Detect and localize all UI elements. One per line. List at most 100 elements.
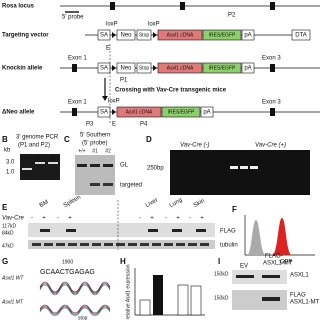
label: Exon 3: [262, 56, 281, 62]
genotype: -: [57, 216, 59, 222]
label: loxP: [108, 99, 120, 105]
band: [250, 166, 258, 169]
label: Rosa locus: [2, 4, 35, 10]
label: Exon 3: [262, 100, 281, 106]
label: I: [218, 257, 220, 266]
band: [48, 162, 58, 164]
genotype: -: [139, 216, 141, 222]
label: H: [120, 257, 126, 266]
label: 150kD: [214, 295, 229, 301]
band: [77, 164, 87, 167]
band: [230, 166, 238, 169]
band: [262, 297, 280, 301]
band: [262, 275, 280, 278]
cdna-box: [157, 62, 203, 74]
label: Vav-Cre (+): [255, 143, 286, 149]
label: (5' probe): [82, 141, 108, 147]
band: [90, 164, 100, 167]
trace: [39, 306, 111, 316]
label: Asxl1 cDNA: [167, 32, 194, 38]
band: [44, 243, 53, 246]
label: Neo: [120, 66, 132, 72]
genotype: +: [68, 216, 72, 222]
label: Lung: [169, 197, 184, 209]
label: pA: [244, 33, 251, 39]
label: Stop: [139, 65, 150, 71]
label: Asxl1 cDNA: [126, 109, 153, 115]
label: (P1 and P2): [18, 143, 50, 149]
bar: [139, 299, 151, 316]
exon: [110, 2, 115, 10]
blot: [28, 223, 215, 237]
label: GL: [120, 163, 129, 169]
exon: [72, 108, 77, 116]
label: D: [146, 135, 152, 144]
label: IRES/EGFP: [168, 109, 195, 115]
label: 47kD: [2, 243, 14, 249]
label: 1900: [62, 259, 73, 265]
pa-box: [200, 106, 214, 118]
band: [22, 168, 32, 170]
label: Knockin allele: [2, 66, 43, 72]
label: Vav-Cre (-): [180, 143, 209, 149]
genotype: -: [165, 216, 167, 222]
label: pA: [244, 66, 251, 72]
label: P1: [120, 78, 128, 84]
label: 250bp: [147, 166, 164, 172]
label: loxP: [148, 22, 160, 28]
label: 1.0: [6, 170, 15, 176]
label: targeted: [120, 183, 142, 189]
label: 5' probe: [62, 15, 84, 21]
label: E: [106, 46, 110, 52]
bar: [190, 285, 202, 316]
label: #1: [92, 148, 98, 154]
ires-box: [161, 106, 201, 118]
loxp-site: [112, 109, 116, 115]
histogram-pos: [272, 218, 292, 255]
genotype: +: [150, 216, 154, 222]
label: Asxl1 WT: [1, 275, 24, 281]
loxp-site: [112, 65, 116, 71]
genotype: -: [31, 216, 33, 222]
label: stop: [78, 315, 88, 320]
band: [164, 243, 173, 246]
loxp-site: [153, 65, 157, 71]
label: 3.0: [6, 160, 15, 166]
label: Neo: [120, 33, 132, 39]
neo-box: [116, 29, 136, 41]
label: Exon 1: [68, 100, 87, 106]
label: +/+: [78, 148, 85, 154]
exon: [180, 2, 185, 10]
genotype: +: [200, 216, 204, 222]
label: 5' Southern: [80, 133, 111, 139]
label: IRES/EGFP: [209, 32, 236, 38]
label: Asxl1 MT: [1, 299, 24, 305]
band: [200, 243, 209, 246]
label: ASXL1-MT: [290, 300, 320, 306]
label: SA: [100, 66, 108, 72]
band: [40, 229, 50, 232]
label: Targeting vector: [2, 33, 49, 39]
blot: [232, 290, 287, 310]
label: IRES/EGFP: [209, 65, 236, 71]
gel: [20, 154, 60, 180]
band: [56, 243, 65, 246]
bar: [177, 284, 189, 316]
exon: [270, 64, 275, 72]
label: EV: [240, 264, 248, 270]
band: [80, 243, 89, 246]
label: SA: [100, 110, 108, 116]
sa-box: [97, 62, 111, 74]
arrow-head: [102, 96, 108, 101]
pa-box: [241, 29, 255, 41]
band: [68, 243, 77, 246]
label: GFP: [280, 260, 292, 266]
label: SA: [100, 33, 108, 39]
label: Skin: [193, 198, 206, 209]
label: #2: [50, 155, 56, 161]
label: relative Asxl1 expression: [125, 264, 131, 319]
ires-box: [202, 62, 242, 74]
band: [240, 166, 248, 169]
pa-box: [241, 62, 255, 74]
